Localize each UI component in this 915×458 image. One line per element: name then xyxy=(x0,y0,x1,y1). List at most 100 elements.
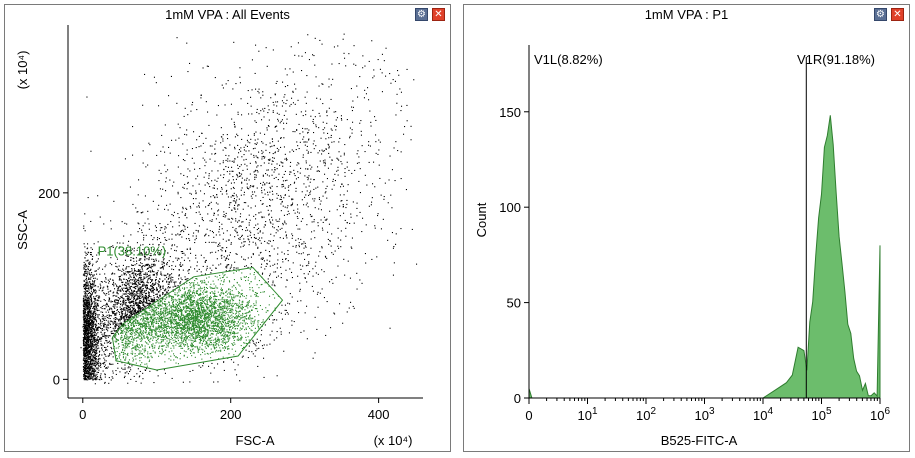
event-dot xyxy=(134,273,136,275)
event-dot xyxy=(153,325,155,327)
event-dot xyxy=(134,345,136,347)
event-dot xyxy=(88,347,90,349)
event-dot xyxy=(88,336,90,338)
event-dot xyxy=(171,329,173,331)
event-dot xyxy=(163,330,165,332)
event-dot xyxy=(125,271,127,273)
event-dot xyxy=(124,344,126,346)
event-dot xyxy=(174,335,176,337)
event-dot xyxy=(93,313,95,315)
event-dot xyxy=(128,286,130,288)
event-dot xyxy=(92,323,94,325)
event-dot xyxy=(90,329,92,331)
event-dot xyxy=(91,360,93,362)
event-dot xyxy=(162,280,164,282)
event-dot xyxy=(139,323,141,325)
event-dot xyxy=(181,342,183,344)
event-dot xyxy=(108,293,110,295)
event-dot xyxy=(156,328,158,330)
event-dot xyxy=(99,287,101,289)
event-dot xyxy=(141,295,143,297)
event-dot xyxy=(148,331,150,333)
event-dot xyxy=(141,336,143,338)
event-dot xyxy=(141,267,143,269)
event-dot xyxy=(149,282,151,284)
event-dot xyxy=(126,327,128,329)
event-dot xyxy=(107,366,109,368)
event-dot xyxy=(166,276,168,278)
event-dot xyxy=(130,276,132,278)
event-dot xyxy=(164,335,166,337)
event-dot xyxy=(151,321,153,323)
event-dot xyxy=(134,269,136,271)
event-dot xyxy=(245,336,247,338)
event-dot xyxy=(134,323,136,325)
event-dot xyxy=(93,296,95,298)
event-dot xyxy=(144,272,146,274)
event-dot xyxy=(138,289,140,291)
event-dot xyxy=(128,301,130,303)
event-dot xyxy=(124,314,126,316)
event-dot xyxy=(111,321,113,323)
event-dot xyxy=(131,335,133,337)
event-dot xyxy=(83,363,85,365)
event-dot xyxy=(89,295,91,297)
event-dot xyxy=(84,354,86,356)
event-dot xyxy=(125,282,127,284)
event-dot xyxy=(105,367,107,369)
event-dot xyxy=(193,340,195,342)
event-dot xyxy=(84,344,86,346)
event-dot xyxy=(249,314,251,316)
event-dot xyxy=(140,357,142,359)
event-dot xyxy=(245,339,247,341)
event-dot xyxy=(166,321,168,323)
event-dot xyxy=(127,306,129,308)
event-dot xyxy=(83,357,85,359)
event-dot xyxy=(146,365,148,367)
event-dot xyxy=(154,265,156,267)
event-dot xyxy=(197,305,199,307)
event-dot xyxy=(222,301,224,303)
event-dot xyxy=(274,309,276,311)
event-dot xyxy=(135,285,137,287)
event-dot xyxy=(202,324,204,326)
event-dot xyxy=(91,359,93,361)
event-dot xyxy=(93,316,95,318)
event-dot xyxy=(146,335,148,337)
event-dot xyxy=(83,368,85,370)
event-dot xyxy=(105,355,107,357)
event-dot xyxy=(150,332,152,334)
event-dot xyxy=(135,300,137,302)
event-dot xyxy=(135,310,137,312)
event-dot xyxy=(180,342,182,344)
event-dot xyxy=(91,322,93,324)
close-x-icon[interactable]: ✕ xyxy=(432,8,445,21)
event-dot xyxy=(95,361,97,363)
event-dot xyxy=(135,345,137,347)
event-dot xyxy=(83,354,85,356)
event-dot xyxy=(136,291,138,293)
event-dot xyxy=(127,325,129,327)
settings-gear-icon[interactable]: ⚙ xyxy=(415,8,428,21)
event-dot xyxy=(93,368,95,370)
event-dot xyxy=(158,254,160,256)
event-dot xyxy=(96,363,98,365)
event-dot xyxy=(186,301,188,303)
event-dot xyxy=(192,328,194,330)
event-dot xyxy=(136,327,138,329)
event-dot xyxy=(117,297,119,299)
event-dot xyxy=(206,304,208,306)
event-dot xyxy=(158,316,160,318)
event-dot xyxy=(170,307,172,309)
event-dot xyxy=(84,375,86,377)
event-dot xyxy=(138,376,140,378)
event-dot xyxy=(87,350,89,352)
event-dot xyxy=(149,370,151,372)
event-dot xyxy=(158,281,160,283)
event-dot xyxy=(150,288,152,290)
event-dot xyxy=(196,319,198,321)
event-dot xyxy=(111,264,113,266)
event-dot xyxy=(236,318,238,320)
event-dot xyxy=(121,311,123,313)
event-dot xyxy=(137,282,139,284)
